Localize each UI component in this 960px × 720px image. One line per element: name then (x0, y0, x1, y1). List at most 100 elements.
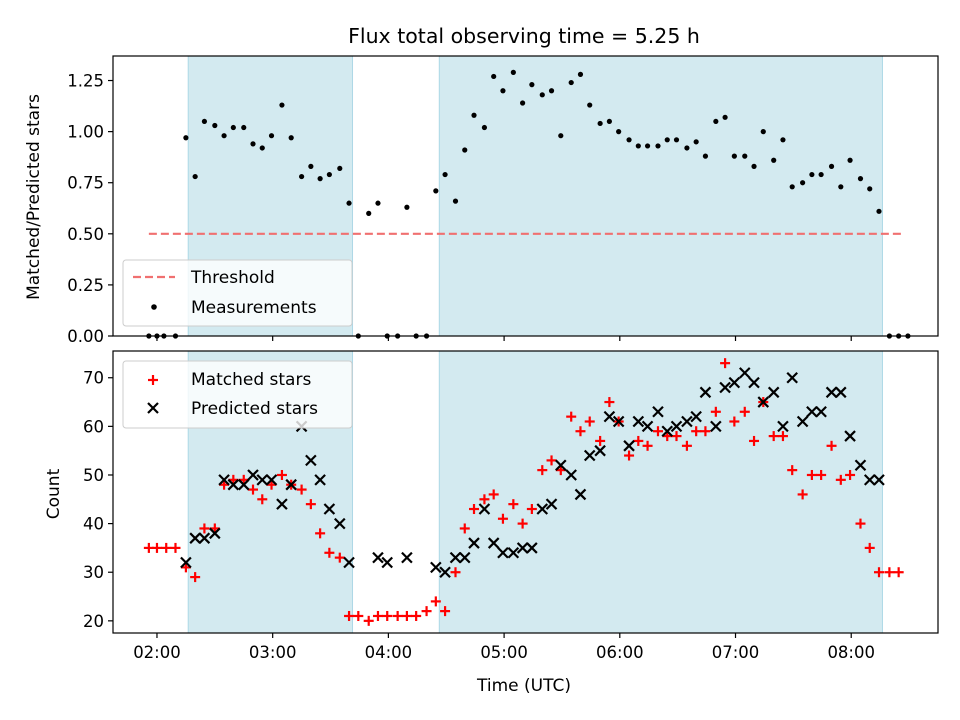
measurement-point (250, 141, 256, 147)
matched-star-point (652, 426, 663, 437)
x-tick-label: 05:00 (480, 643, 528, 662)
measurements-points (146, 69, 911, 339)
x-tick-label: 07:00 (712, 643, 760, 662)
top-axes-frame (112, 55, 939, 337)
matched-star-point (855, 518, 866, 529)
measurement-point (597, 120, 603, 127)
x-tick-label: 04:00 (365, 643, 413, 662)
measurement-point (771, 157, 777, 163)
matched-star-point (334, 552, 345, 563)
predicted-star-point (844, 430, 856, 442)
predicted-star-point (690, 410, 702, 423)
matched-star-point (835, 474, 846, 485)
matched-star-point (575, 426, 586, 437)
predicted-star-point (323, 503, 336, 515)
top-panel: 0.00 0.25 0.50 0.75 1.00 1.25 Matched/Predict… (24, 55, 939, 346)
matched-star-point (749, 435, 760, 446)
measurement-point (606, 118, 612, 125)
matched-star-point (421, 606, 432, 617)
measurement-point (828, 163, 835, 169)
y-tick-label: 50 (83, 466, 104, 485)
predicted-star-point (612, 415, 625, 428)
predicted-star-point (381, 556, 394, 569)
matched-star-point (671, 431, 682, 442)
measurement-point (529, 82, 535, 88)
measurement-point (462, 147, 468, 153)
measurement-point (809, 171, 815, 178)
predicted-star-point (439, 566, 451, 579)
y-tick-label: 70 (83, 369, 104, 388)
matched-star-point (768, 431, 779, 442)
predicted-star-point (180, 556, 192, 569)
measurement-point (616, 129, 622, 135)
matched-star-point (508, 499, 519, 510)
matched-star-point (199, 523, 210, 534)
predicted-star-point (641, 420, 654, 433)
predicted-star-point (198, 532, 211, 544)
y-tick-label: 0.50 (67, 225, 104, 244)
measurement-point (548, 88, 555, 94)
measurement-point (838, 184, 844, 190)
predicted-star-point (468, 537, 480, 549)
measurement-point (433, 188, 439, 194)
predicted-star-point (565, 469, 577, 481)
measurement-point (299, 173, 305, 180)
measurement-point (375, 200, 381, 206)
matched-star-point (595, 435, 606, 446)
predicted-star-point (661, 425, 674, 438)
predicted-star-point (748, 376, 760, 389)
legend-predicted-swatch (147, 402, 159, 414)
legend-matched-label: Matched stars (191, 370, 311, 390)
predicted-star-point (796, 415, 809, 428)
measurement-point (847, 157, 853, 163)
matched-star-point (344, 610, 355, 621)
x-tick-label: 03:00 (249, 643, 297, 662)
matched-star-point (739, 406, 750, 417)
matched-star-point (806, 469, 817, 480)
matched-star-point (488, 489, 499, 500)
x-tick-label: 06:00 (596, 643, 644, 662)
matched-star-point (884, 567, 895, 578)
predicted-star-point (786, 371, 798, 384)
bottom-y-ticks: 20 30 40 50 60 70 (83, 369, 113, 631)
predicted-star-point (276, 498, 288, 510)
matched-star-point (537, 465, 548, 476)
measurement-point (192, 173, 198, 180)
measurement-point (780, 137, 786, 143)
predicted-star-point (728, 376, 741, 389)
measurement-point (288, 135, 294, 141)
matched-star-point (372, 610, 383, 621)
matched-star-point (584, 416, 595, 427)
measurement-point (626, 137, 632, 143)
legend-predicted-label: Predicted stars (191, 399, 318, 419)
matched-star-point (864, 542, 875, 553)
matched-star-point (382, 610, 393, 621)
y-tick-label: 1.25 (67, 72, 104, 91)
measurement-point (751, 163, 757, 169)
y-tick-label: 40 (83, 515, 104, 534)
predicted-star-point (256, 474, 269, 486)
matched-star-point (691, 426, 702, 437)
measurement-point (673, 137, 680, 143)
predicted-star-point (555, 459, 567, 472)
matched-star-point (151, 542, 162, 553)
measurement-point (818, 171, 824, 178)
predicted-star-point (545, 498, 558, 510)
predicted-star-point (815, 405, 827, 418)
matched-star-point (873, 567, 884, 578)
measurement-point (317, 176, 323, 182)
top-legend: Threshold Measurements (122, 259, 353, 327)
predicted-star-point (458, 551, 471, 564)
legend-measurements-swatch (151, 304, 157, 310)
predicted-stars-points (180, 367, 885, 579)
measurement-point (587, 102, 593, 108)
measurement-point (731, 153, 737, 159)
matched-star-point (170, 542, 181, 553)
matched-star-point (710, 406, 721, 417)
predicted-star-point (536, 503, 549, 515)
predicted-star-point (757, 396, 770, 408)
predicted-star-point (603, 410, 616, 423)
predicted-star-point (632, 415, 645, 428)
legend-threshold-label: Threshold (190, 268, 275, 288)
matched-star-point (720, 358, 731, 369)
